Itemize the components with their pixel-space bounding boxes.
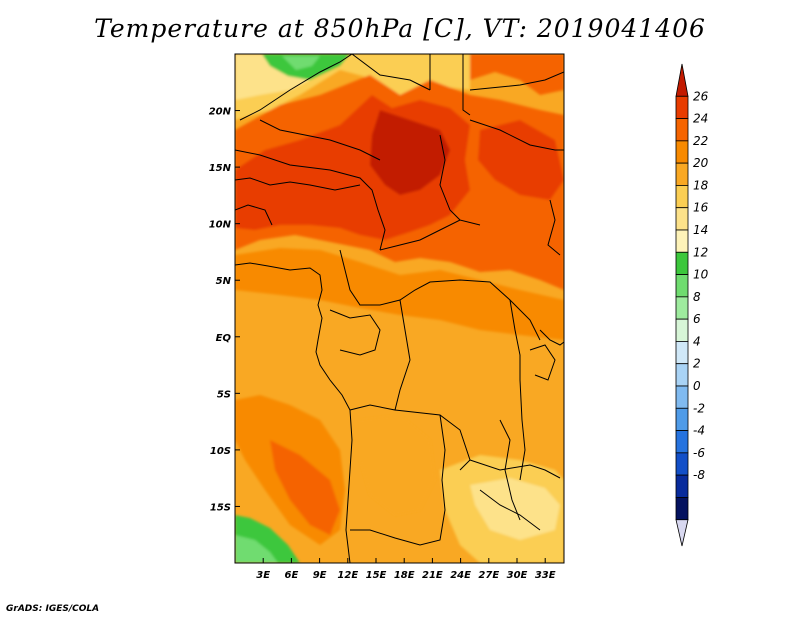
colorbar-swatch bbox=[675, 296, 689, 320]
x-tick-label: 27E bbox=[478, 570, 499, 581]
colorbar-label: 10 bbox=[693, 268, 709, 282]
y-tick-label: 15S bbox=[210, 502, 231, 513]
colorbar-label: 2 bbox=[693, 357, 701, 371]
x-tick-label: 3E bbox=[256, 570, 270, 581]
colorbar-label: 4 bbox=[693, 334, 701, 348]
colorbar-label: 0 bbox=[693, 379, 701, 393]
colorbar-swatch bbox=[675, 407, 689, 431]
colorbar-label: 12 bbox=[693, 245, 708, 259]
colorbar-swatch bbox=[675, 229, 689, 253]
y-tick-label: 15N bbox=[209, 163, 232, 174]
grads-credit: GrADS: IGES/COLA bbox=[6, 604, 100, 614]
colorbar-label: 14 bbox=[693, 223, 708, 237]
colorbar-swatch bbox=[675, 430, 689, 454]
colorbar-label: 16 bbox=[693, 201, 709, 215]
colorbar-label: 18 bbox=[693, 178, 709, 192]
x-tick-label: 9E bbox=[313, 570, 327, 581]
temperature-field bbox=[235, 54, 564, 563]
colorbar-swatch bbox=[675, 207, 689, 231]
y-tick-label: 5N bbox=[216, 276, 232, 287]
chart-title: Temperature at 850hPa [C], VT: 201904140… bbox=[94, 14, 706, 43]
colorbar-label: 8 bbox=[693, 290, 701, 304]
x-tick-label: 18E bbox=[394, 570, 415, 581]
x-tick-label: 6E bbox=[285, 570, 299, 581]
x-tick-label: 12E bbox=[337, 570, 358, 581]
colorbar-swatch bbox=[675, 162, 689, 186]
colorbar-label: 22 bbox=[693, 134, 708, 148]
y-tick-label: 10S bbox=[210, 446, 231, 457]
colorbar-swatch bbox=[675, 318, 689, 342]
colorbar-swatch bbox=[675, 452, 689, 476]
colorbar-label: -4 bbox=[693, 424, 705, 438]
colorbar-swatch bbox=[675, 363, 689, 387]
x-tick-label: 24E bbox=[450, 570, 471, 581]
colorbar-swatch bbox=[675, 385, 689, 409]
colorbar-swatch bbox=[675, 118, 689, 142]
colorbar-swatch bbox=[675, 251, 689, 275]
y-tick-label: 5S bbox=[217, 389, 231, 400]
colorbar-swatch bbox=[675, 474, 689, 498]
colorbar-label: 20 bbox=[693, 156, 709, 170]
colorbar-swatch bbox=[675, 274, 689, 298]
colorbar-label: 6 bbox=[693, 312, 701, 326]
colorbar-label: -6 bbox=[693, 446, 705, 460]
plot-frame bbox=[234, 53, 565, 564]
x-axis: 3E 6E 9E 12E 15E 18E 21E 24E 27E 30E 33E bbox=[256, 558, 556, 581]
x-tick-label: 15E bbox=[366, 570, 387, 581]
y-tick-label: 10N bbox=[209, 220, 232, 231]
colorbar-min-triangle bbox=[675, 519, 689, 547]
colorbar-swatch bbox=[675, 497, 689, 521]
y-tick-label: 20N bbox=[209, 107, 232, 118]
country-borders bbox=[235, 54, 564, 563]
colorbar-label: -8 bbox=[693, 468, 705, 482]
y-axis: 20N 15N 10N 5N EQ 5S 10S 15S bbox=[209, 107, 240, 513]
colorbar-max-triangle bbox=[675, 63, 689, 97]
colorbar-swatch bbox=[675, 140, 689, 164]
colorbar-label: -2 bbox=[693, 401, 705, 415]
colorbar-swatch bbox=[675, 341, 689, 365]
colorbar-label: 26 bbox=[693, 89, 709, 103]
x-tick-label: 30E bbox=[507, 570, 528, 581]
x-tick-label: 21E bbox=[422, 570, 443, 581]
colorbar-swatch bbox=[675, 185, 689, 209]
colorbar-swatch bbox=[675, 95, 689, 119]
y-tick-label: EQ bbox=[216, 333, 232, 344]
colorbar-label: 24 bbox=[693, 112, 708, 126]
x-tick-label: 33E bbox=[535, 570, 556, 581]
